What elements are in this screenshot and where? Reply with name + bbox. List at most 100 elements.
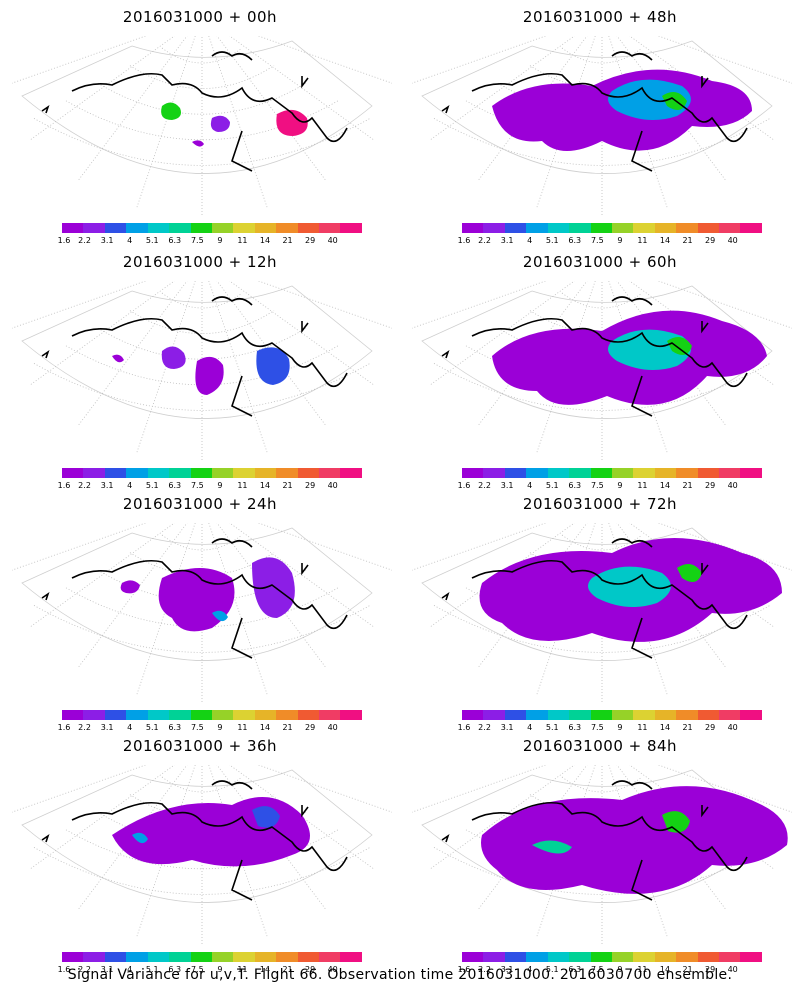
colorbar-tick-label: 2.2 (478, 236, 491, 245)
colorbar-tick-label: 14 (259, 723, 271, 732)
colorbar-swatch (697, 710, 720, 720)
colorbar-tick-label: 29 (305, 236, 316, 245)
colorbar-swatch (147, 223, 170, 233)
longitude-line (608, 36, 668, 208)
colorbar-swatch (462, 952, 484, 962)
colorbar-swatch (319, 710, 341, 720)
colorbar-tick-label: 6.3 (568, 723, 582, 732)
coastline (41, 538, 348, 659)
variance-region (158, 568, 235, 632)
colorbar-tick-label: 29 (705, 481, 716, 490)
colorbar-swatch (719, 952, 741, 962)
variance-region (112, 354, 124, 363)
colorbar-swatch (569, 468, 591, 478)
latitude-line (561, 47, 643, 64)
variance-region (112, 797, 310, 867)
map-panel: 2016031000 + 60h 1.6 2.2 3.1 4 5.1 6.3 7.5 9 11 14… (400, 245, 800, 490)
colorbar-tick-label: 4 (527, 723, 533, 732)
colorbar-tick-label: 11 (237, 723, 248, 732)
longitude-line (429, 36, 575, 141)
colorbar-swatch (740, 468, 762, 478)
colorbar-tick-label: 29 (305, 965, 316, 974)
colorbar-tick-label: 2.2 (78, 723, 91, 732)
colorbar-tick-label: 5.1 (545, 723, 559, 732)
longitude-line (29, 523, 175, 628)
colorbar-tick-label: 6.3 (568, 481, 582, 490)
colorbar-tick-label: 4 (127, 481, 133, 490)
longitude-line (412, 281, 547, 329)
longitude-line (136, 765, 196, 937)
colorbar-tick-label: 7.5 (590, 965, 604, 974)
colorbar-swatch (104, 710, 127, 720)
colorbar-tick-label: 29 (305, 481, 316, 490)
colorbar-swatch (62, 710, 84, 720)
colorbar-swatch (676, 223, 698, 233)
map-domain-outline (21, 769, 373, 903)
colorbar-swatch (676, 710, 698, 720)
colorbar-swatch (254, 468, 277, 478)
longitude-line (136, 523, 196, 695)
colorbar-swatch (169, 468, 191, 478)
colorbar-swatch (147, 952, 170, 962)
colorbar-tick-label: 29 (705, 723, 716, 732)
colorbar-swatch (83, 952, 105, 962)
colorbar-tick-label: 9 (217, 236, 223, 245)
longitude-line (208, 281, 268, 453)
variance-region (677, 564, 702, 582)
colorbar-tick-label: 7.5 (590, 236, 604, 245)
colorbar-swatch (483, 223, 505, 233)
colorbar (462, 468, 762, 478)
variance-region (276, 109, 308, 136)
colorbar-swatch (697, 468, 720, 478)
variance-region (256, 347, 290, 385)
longitude-line (257, 523, 392, 571)
colorbar-swatch (547, 710, 570, 720)
colorbar-labels: 1.6 2.2 3.1 4 5.1 6.3 7.5 9 11 14 21 29 40 (58, 965, 362, 975)
colorbar-swatch (126, 710, 148, 720)
colorbar-swatch (526, 223, 548, 233)
colorbar-swatch (654, 952, 677, 962)
longitude-line (429, 523, 575, 628)
latitude-line (161, 776, 243, 793)
longitude-line (208, 523, 268, 695)
longitude-line (229, 765, 375, 870)
colorbar-swatch (104, 223, 127, 233)
colorbar-swatch (233, 952, 255, 962)
variance-region (667, 337, 692, 355)
longitude-line (29, 765, 175, 870)
colorbar-swatch (340, 952, 362, 962)
colorbar-tick-label: 9 (617, 965, 623, 974)
map-panel: 2016031000 + 24h 1.6 2.2 3.1 4 5.1 6.3 7.5 9 11 14… (0, 487, 400, 732)
colorbar-tick-label: 3.1 (500, 481, 514, 490)
colorbar-swatch (254, 710, 277, 720)
longitude-line (657, 523, 792, 571)
longitude-line (29, 36, 175, 141)
colorbar-swatch (233, 710, 255, 720)
colorbar (62, 223, 362, 233)
colorbar-swatch (740, 223, 762, 233)
colorbar-swatch (740, 952, 762, 962)
projection-map (12, 765, 392, 945)
colorbar-tick-label: 11 (237, 236, 248, 245)
variance-region (662, 811, 690, 833)
latitude-line (561, 776, 643, 793)
colorbar (62, 952, 362, 962)
colorbar-swatch (340, 710, 362, 720)
colorbar-swatch (697, 952, 720, 962)
colorbar-tick-label: 7.5 (190, 481, 204, 490)
colorbar-swatch (211, 223, 234, 233)
colorbar-tick-label: 14 (259, 965, 271, 974)
colorbar-swatch (654, 710, 677, 720)
panel-title: 2016031000 + 72h (522, 495, 678, 513)
variance-region (161, 102, 181, 120)
map-domain-outline (21, 527, 373, 661)
longitude-line (136, 36, 196, 208)
colorbar-swatch (319, 952, 341, 962)
longitude-line (12, 36, 147, 84)
colorbar-swatch (211, 952, 234, 962)
colorbar-swatch (462, 223, 484, 233)
latitude-line (529, 310, 675, 334)
colorbar-tick-label: 9 (617, 723, 623, 732)
projection-map (12, 36, 392, 216)
colorbar-tick-label: 4 (527, 236, 533, 245)
